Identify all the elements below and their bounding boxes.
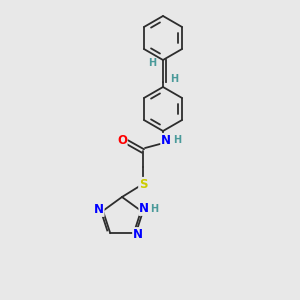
Text: N: N <box>94 203 104 216</box>
Text: H: H <box>170 74 178 84</box>
Text: H: H <box>148 58 156 68</box>
Text: O: O <box>117 134 127 146</box>
Text: S: S <box>139 178 147 190</box>
Text: H: H <box>150 204 158 214</box>
Text: N: N <box>161 134 171 146</box>
Text: N: N <box>133 228 143 241</box>
Text: H: H <box>173 135 181 145</box>
Text: N: N <box>139 202 149 215</box>
